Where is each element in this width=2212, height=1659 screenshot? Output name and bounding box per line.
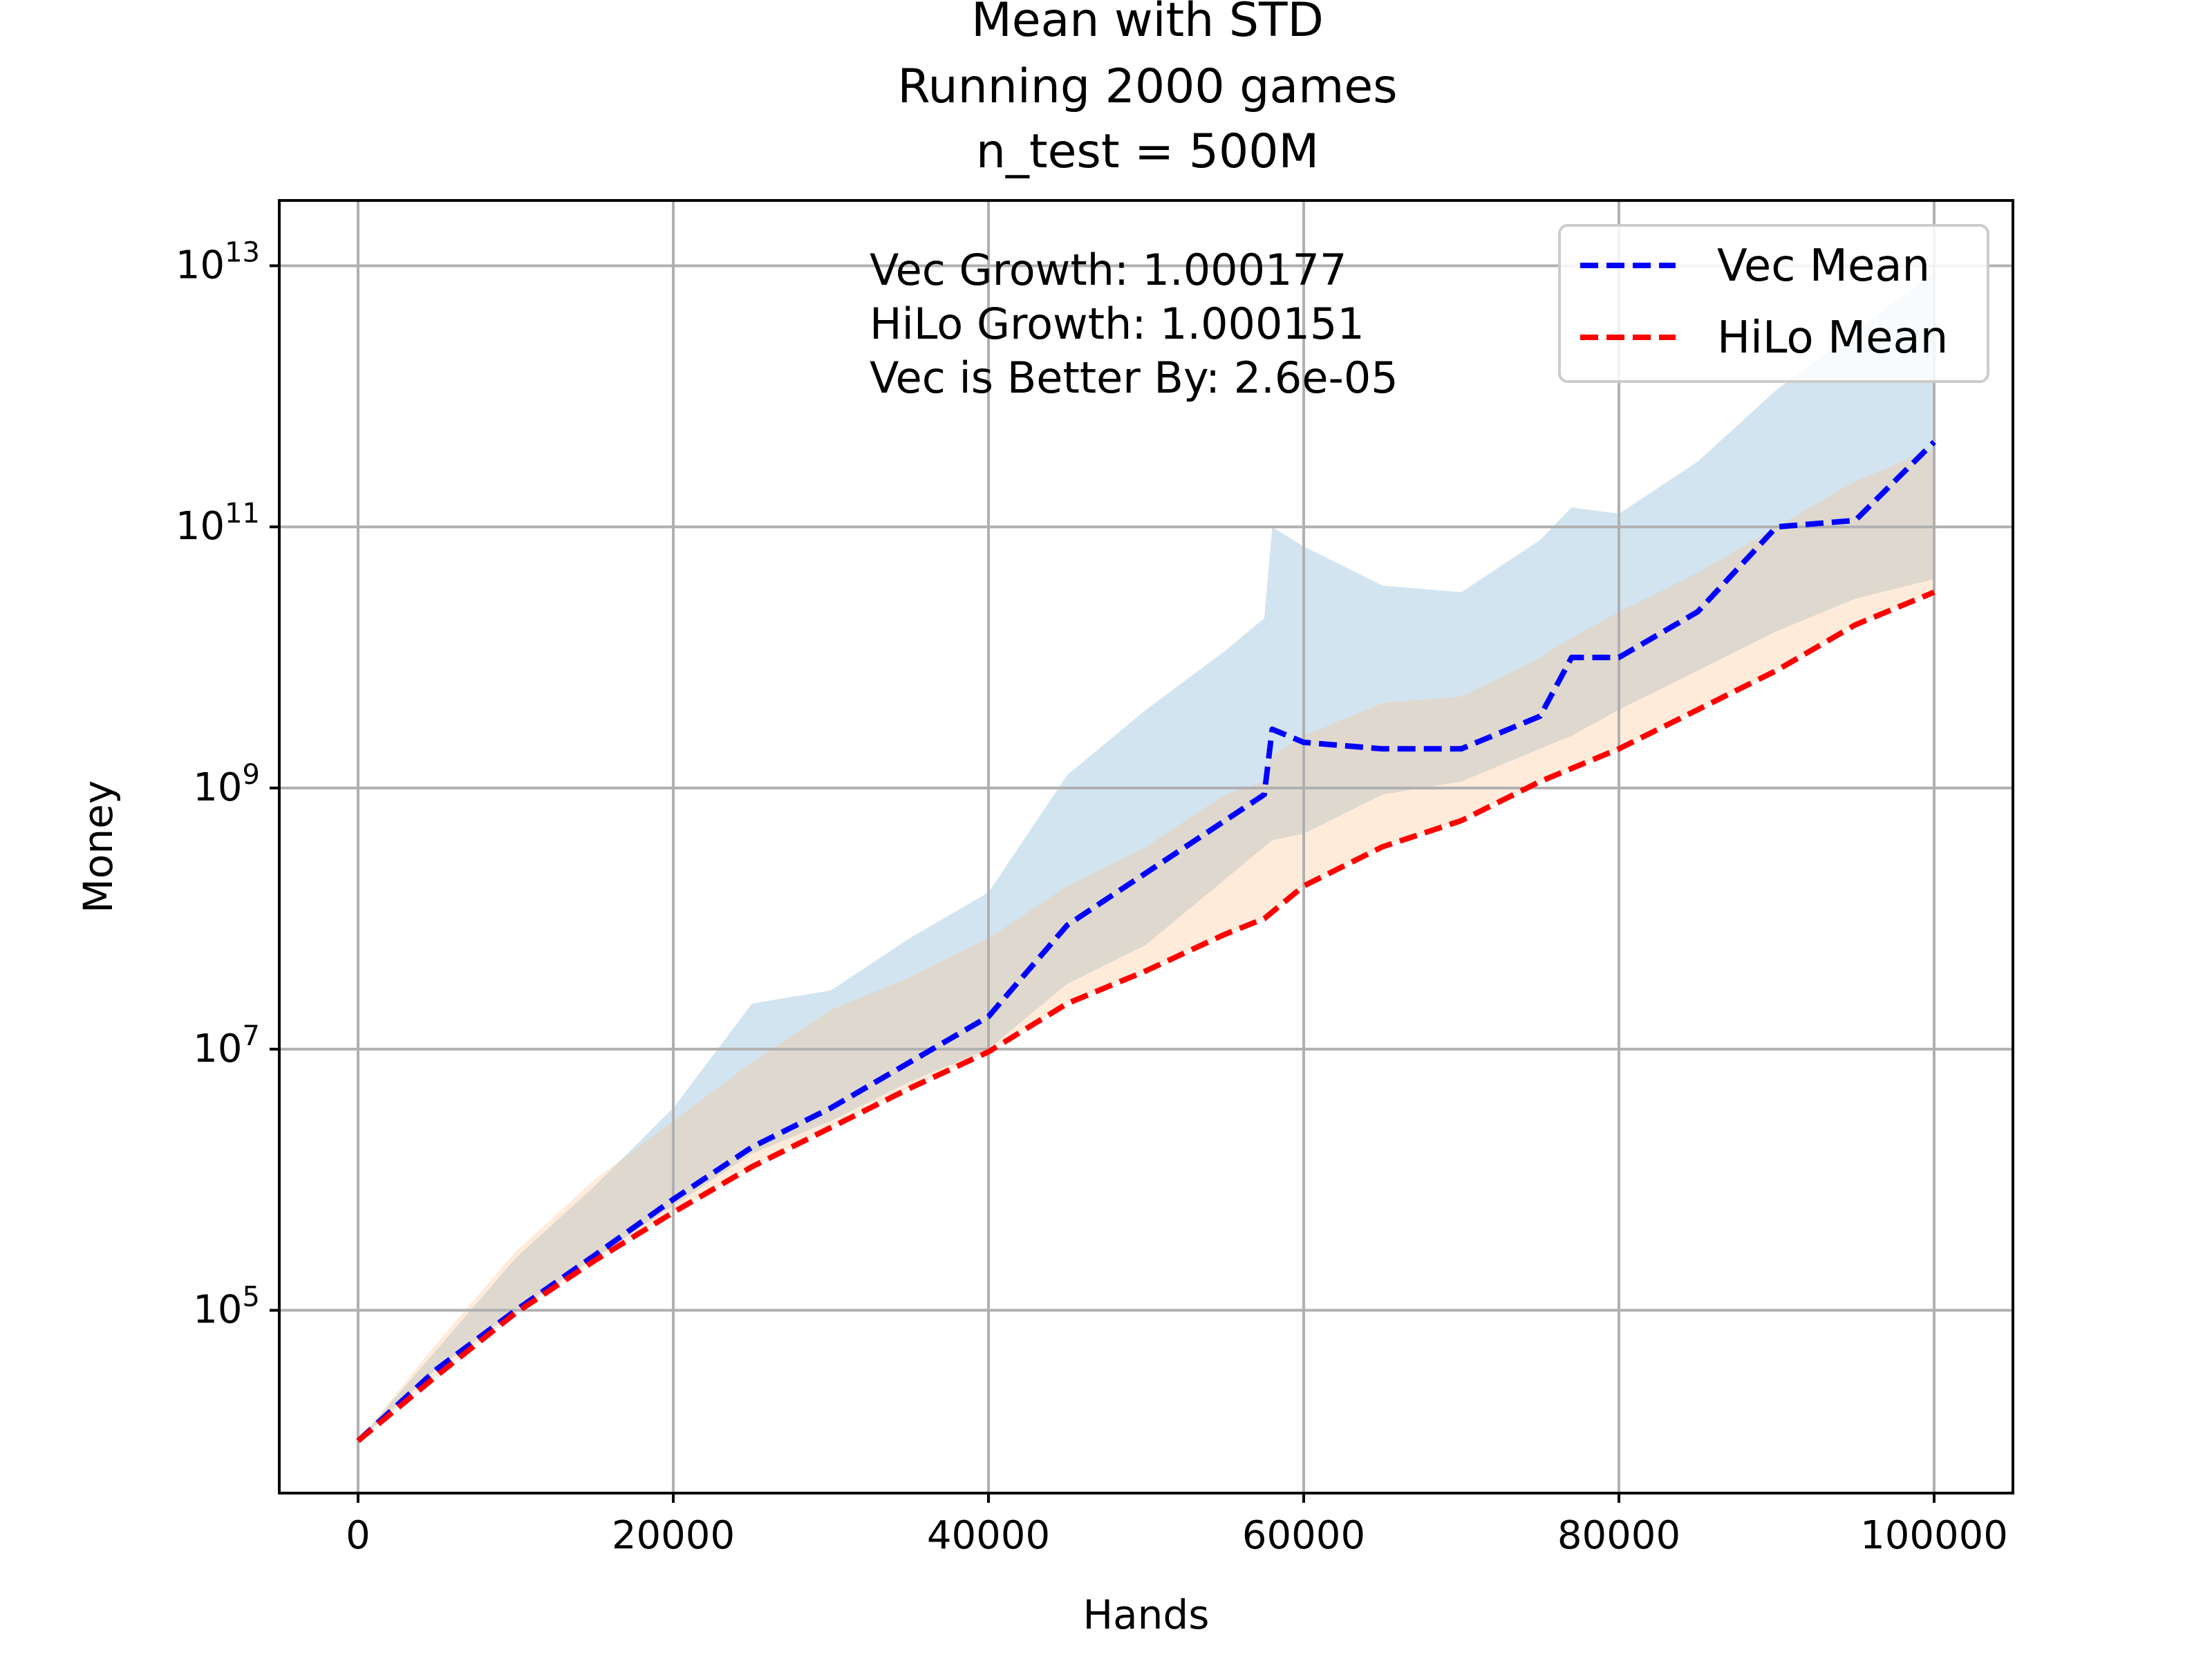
vec-mean-line (356, 440, 1936, 1443)
x-tick-label-4: 80000 (1557, 1513, 1680, 1558)
x-tick-label-0: 0 (346, 1513, 371, 1558)
annotation-difference: Vec is Better By: 2.6e-05 (870, 353, 1398, 403)
chart-title: Mean with STD Running 2000 games n_test … (897, 0, 1397, 179)
x-tick-label-2: 40000 (927, 1513, 1050, 1558)
legend-vec-label: Vec Mean (1717, 241, 1930, 292)
x-axis-label: Hands (1083, 1591, 1210, 1638)
y-tick-label-4: 1013 (176, 236, 260, 288)
legend-hilo-label: HiLo Mean (1717, 312, 1948, 364)
annotation-vec-growth: Vec Growth: 1.000177 (870, 245, 1347, 295)
x-tick-label-1: 20000 (612, 1513, 735, 1558)
y-axis-label: Money (75, 780, 122, 913)
mean-lines (356, 440, 1936, 1443)
x-tick-label-5: 100000 (1860, 1513, 2008, 1558)
std-band-hilo (358, 448, 1934, 1441)
annotation-hilo-growth: HiLo Growth: 1.000151 (870, 299, 1365, 349)
title-line-3: n_test = 500M (976, 124, 1319, 179)
y-tick-label-3: 1011 (176, 498, 260, 549)
title-line-1: Mean with STD (971, 0, 1324, 48)
x-tick-label-3: 60000 (1242, 1513, 1365, 1558)
title-line-2: Running 2000 games (897, 59, 1397, 114)
y-tick-label-0: 105 (193, 1282, 260, 1333)
y-tick-label-2: 109 (193, 759, 260, 810)
std-band-vec (358, 272, 1934, 1441)
stats-annotation: Vec Growth: 1.000177 HiLo Growth: 1.0001… (870, 245, 1398, 403)
y-tick-label-1: 107 (193, 1020, 260, 1071)
hilo-mean-line (356, 590, 1936, 1443)
x-axis-ticks: 0 20000 40000 60000 80000 100000 (346, 1493, 2008, 1558)
y-axis-ticks: 105 107 109 1011 1013 (176, 236, 279, 1333)
plot-frame (278, 199, 2014, 1494)
legend: Vec Mean HiLo Mean (1558, 224, 1989, 383)
std-bands (358, 272, 1934, 1441)
